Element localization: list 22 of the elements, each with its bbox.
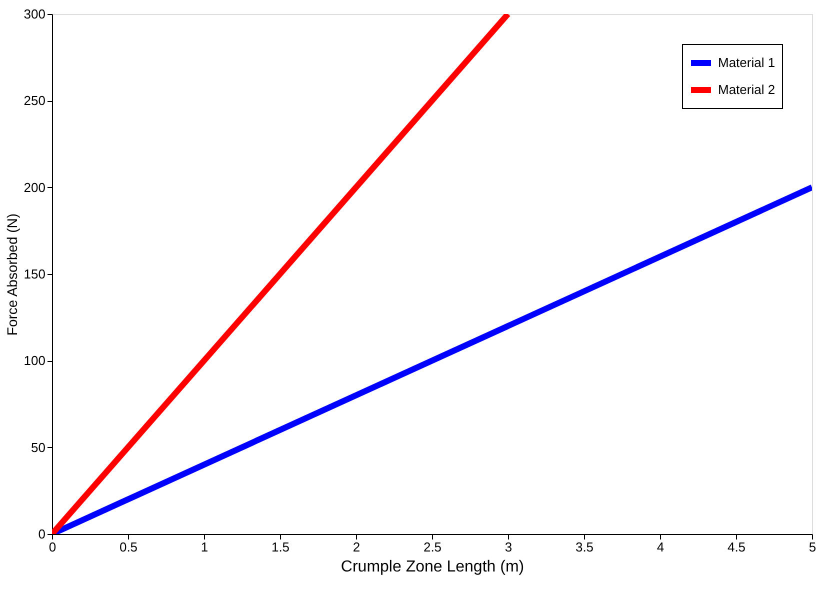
x-tick-label: 3	[504, 540, 512, 554]
x-tick-label: 4.5	[727, 540, 746, 554]
x-tick-label: 0	[48, 540, 56, 554]
x-tick-label: 2	[352, 540, 360, 554]
y-axis-title: Force Absorbed (N)	[4, 213, 20, 336]
x-tick-label: 1.5	[271, 540, 290, 554]
y-tick-label: 300	[24, 6, 46, 22]
y-tick-label: 0	[38, 526, 46, 542]
y-tick-label: 150	[24, 266, 46, 282]
x-tick-label: 0.5	[119, 540, 138, 554]
legend-label: Material 1	[718, 55, 776, 70]
x-tick-label: 3.5	[575, 540, 594, 554]
y-tick-label: 50	[31, 440, 46, 455]
y-tick-label: 100	[24, 353, 46, 368]
x-axis-title: Crumple Zone Length (m)	[340, 558, 524, 576]
x-tick-label: 1	[200, 540, 208, 554]
x-tick-label: 4	[656, 540, 664, 554]
x-tick-label: 5	[808, 540, 816, 554]
y-tick-label: 250	[24, 93, 46, 108]
x-tick-label: 2.5	[423, 540, 442, 554]
legend-label: Material 2	[718, 82, 776, 97]
y-tick-label: 200	[24, 180, 46, 195]
